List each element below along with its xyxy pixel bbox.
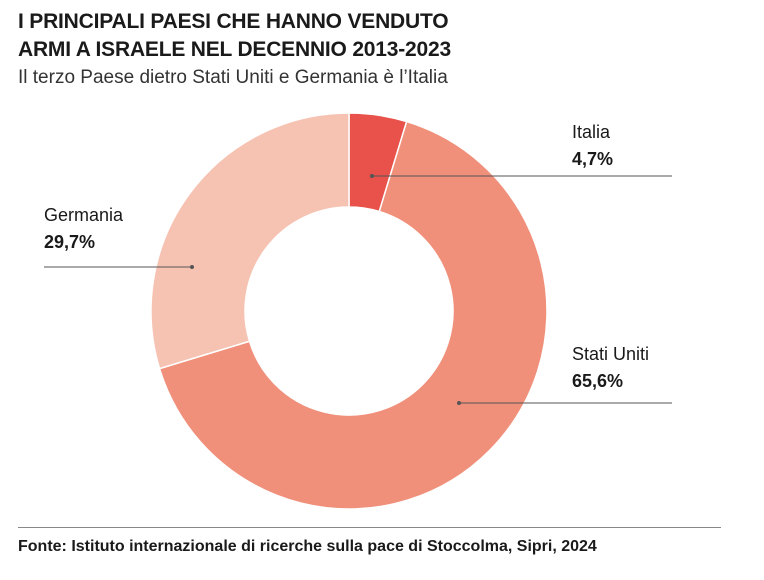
- chart-title: I PRINCIPALI PAESI CHE HANNO VENDUTO ARM…: [18, 8, 718, 64]
- label-name-germania: Germania: [44, 205, 124, 225]
- leader-dot-stati-uniti: [457, 401, 461, 405]
- label-value-italia: 4,7%: [572, 149, 613, 169]
- leader-dot-germania: [190, 265, 194, 269]
- source-note: Fonte: Istituto internazionale di ricerc…: [18, 538, 597, 555]
- chart-title-line-2: ARMI A ISRAELE NEL DECENNIO 2013-2023: [18, 38, 451, 61]
- slice-germania: [150, 112, 350, 370]
- leader-dot-italia: [370, 174, 374, 178]
- label-value-stati-uniti: 65,6%: [572, 371, 623, 391]
- label-name-italia: Italia: [572, 122, 611, 142]
- chart-title-line-1: I PRINCIPALI PAESI CHE HANNO VENDUTO: [18, 10, 449, 33]
- label-name-stati-uniti: Stati Uniti: [572, 344, 649, 364]
- chart-subtitle: Il terzo Paese dietro Stati Uniti e Germ…: [18, 67, 448, 88]
- footer-divider: [18, 527, 721, 528]
- slice-stati-uniti: [158, 120, 548, 510]
- label-value-germania: 29,7%: [44, 232, 95, 252]
